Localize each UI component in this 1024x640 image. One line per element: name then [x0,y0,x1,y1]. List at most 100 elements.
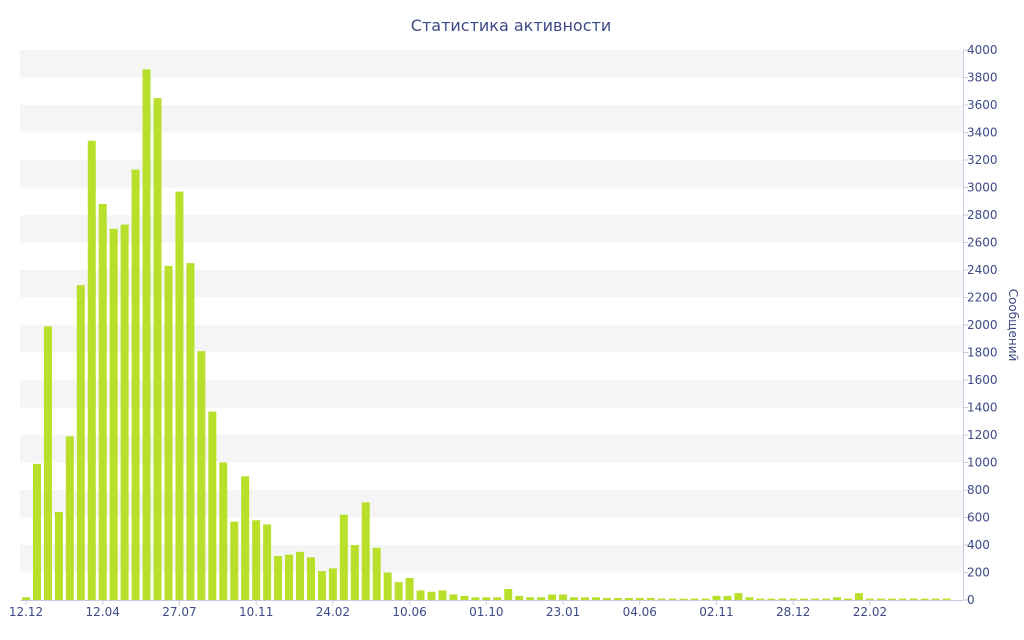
x-tick-label: 02.11 [699,605,733,619]
y-tick-label: 1600 [967,373,998,387]
x-tick-label: 24.02 [316,605,350,619]
bar [274,556,283,600]
bar [570,597,578,600]
bar [854,593,863,600]
bar [175,191,184,600]
y-tick-label: 0 [967,593,975,607]
bar [756,598,765,600]
bar [526,597,535,600]
bar [657,598,666,600]
bar [416,590,425,600]
x-tick-label: 12.12 [9,605,43,619]
bar [22,597,30,600]
bar [197,351,206,600]
bar [131,169,140,600]
y-tick-label: 1400 [967,401,998,415]
y-tick-label: 1800 [967,346,998,360]
x-tick-label: 28.12 [776,605,810,619]
bar [909,598,918,600]
bar [580,597,589,600]
bar [537,597,546,600]
bar [328,568,337,600]
bar [844,598,852,600]
y-tick-label: 2000 [967,318,998,332]
bar [460,595,469,600]
x-tick-label: 10.11 [239,605,273,619]
bar [613,597,622,600]
y-tick-label: 3400 [967,126,998,140]
grid-band [20,50,963,78]
x-tick-label: 04.06 [623,605,657,619]
bar [931,598,940,600]
bar [624,597,633,600]
x-tick-label: 10.06 [392,605,426,619]
bar [87,140,96,600]
axes-group: 0 200 400 600 800 1000 1200 1400 1600 1800 2000 220… [9,43,998,619]
bar [679,598,688,600]
bar [482,597,491,600]
y-tick-label: 2200 [967,291,998,305]
bar [942,598,951,600]
bar [898,598,907,600]
bar [449,594,458,600]
bar [339,514,348,600]
bar [822,598,831,600]
y-tick-label: 1200 [967,428,998,442]
bar [317,571,326,600]
bar [767,598,776,600]
bar [778,598,787,600]
y-tick-label: 400 [967,538,990,552]
y-tick-label: 1000 [967,456,998,470]
bar [887,598,896,600]
bar [646,597,655,600]
bars-group [22,69,951,600]
bar [635,597,644,600]
bar [43,326,52,600]
bar [789,598,798,600]
bar [427,591,436,600]
y-tick-label: 800 [967,483,990,497]
y-tick-label: 3800 [967,71,998,85]
x-tick-label: 27.07 [162,605,196,619]
bar [394,582,403,600]
bar [241,476,250,600]
bar [65,436,74,600]
bar [361,502,370,600]
bar [32,463,41,600]
bar [800,598,809,600]
bar [471,597,480,600]
bar [98,204,107,600]
bar [54,512,63,600]
bar [142,69,151,600]
bar [690,598,699,600]
x-tick-label: 23.01 [546,605,580,619]
bar [438,590,447,600]
bar [920,598,929,600]
x-tick-label: 12.04 [86,605,120,619]
bar [230,521,239,600]
y-tick-label: 4000 [967,43,998,57]
grid-band [20,160,963,188]
bar [745,597,754,600]
bar [559,594,568,600]
bar [493,597,502,600]
y-tick-label: 2800 [967,208,998,222]
x-tick-label: 01.10 [469,605,503,619]
bar [723,595,732,600]
chart-title: Статистика активности [411,16,611,35]
x-tick-label: 22.02 [853,605,887,619]
y-tick-label: 2600 [967,236,998,250]
bar [734,593,743,600]
bar [350,545,359,600]
bar [515,595,524,600]
bar [120,224,129,600]
bar [383,572,392,600]
bar [712,595,721,600]
y-tick-label: 2400 [967,263,998,277]
bar [296,551,304,600]
bar [405,578,414,600]
y-tick-label: 3600 [967,98,998,112]
bar [153,98,162,600]
bar [76,285,85,600]
